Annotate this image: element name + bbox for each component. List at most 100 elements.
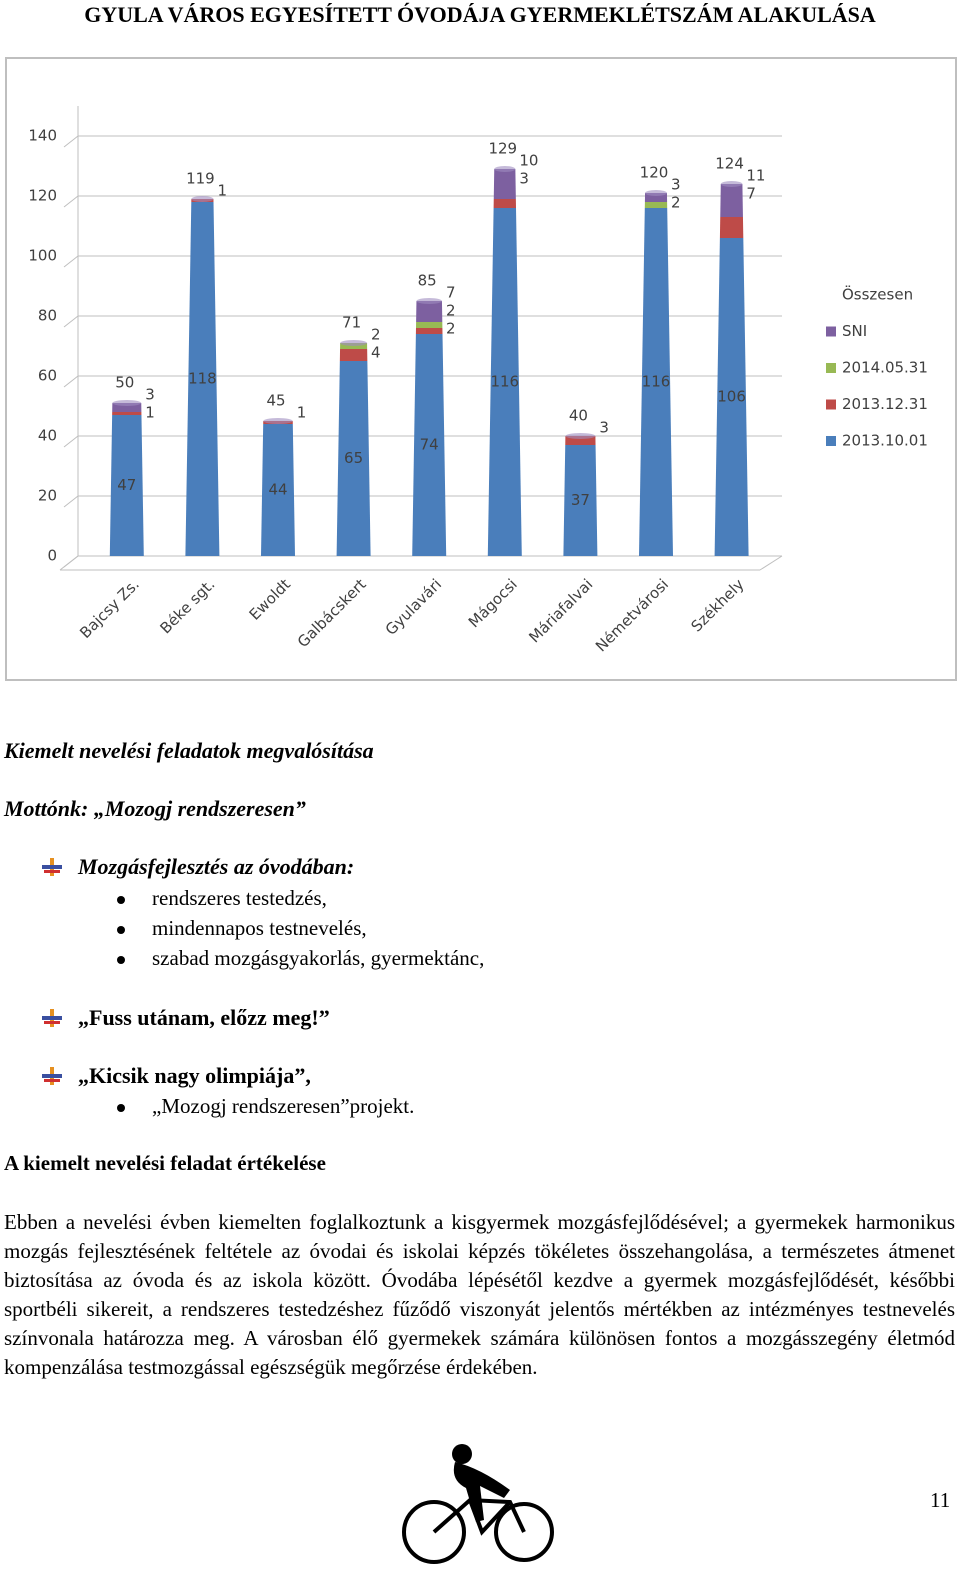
data-label: 10 bbox=[519, 152, 538, 170]
data-label: 85 bbox=[418, 272, 437, 290]
bar-segment bbox=[112, 412, 142, 415]
bar-cap bbox=[645, 190, 667, 196]
data-label: 50 bbox=[115, 374, 134, 392]
data-label: 44 bbox=[268, 481, 287, 499]
data-label: 2 bbox=[446, 320, 456, 338]
data-label: 124 bbox=[715, 155, 744, 173]
data-label: 116 bbox=[642, 373, 671, 391]
data-label: 1 bbox=[297, 404, 307, 422]
bar-cap bbox=[494, 166, 516, 172]
page-number: 11 bbox=[930, 1488, 951, 1512]
data-label: 74 bbox=[420, 436, 439, 454]
sub-item: „Mozogj rendszeresen”projekt. bbox=[116, 1094, 415, 1118]
legend-label: 2013.10.01 bbox=[842, 432, 928, 450]
bullet-icon bbox=[42, 1067, 62, 1085]
bullet-icon bbox=[42, 858, 62, 876]
bar-segment bbox=[644, 202, 668, 208]
grid-line bbox=[63, 555, 79, 568]
bullet-icon bbox=[42, 1009, 62, 1027]
bar-cap bbox=[416, 298, 442, 304]
bar-segment bbox=[714, 238, 749, 556]
data-label: 4 bbox=[371, 344, 381, 362]
bar-segment bbox=[336, 361, 371, 556]
heading: A kiemelt nevelési feladat értékelése bbox=[4, 1151, 326, 1175]
sub-item: szabad mozgásgyakorlás, gyermektánc, bbox=[116, 946, 485, 970]
data-label: 120 bbox=[640, 164, 669, 182]
data-label: 116 bbox=[490, 373, 519, 391]
x-tick-label: Gyulavári bbox=[382, 575, 445, 638]
x-tick-label: Németvárosi bbox=[592, 575, 672, 655]
list-item: „Fuss utánam, előzz meg!” bbox=[42, 1005, 330, 1031]
grid-line bbox=[63, 435, 79, 448]
y-tick-label: 120 bbox=[28, 187, 57, 205]
legend-label: 2014.05.31 bbox=[842, 359, 928, 377]
x-tick-label: Galbácskert bbox=[294, 575, 370, 651]
motto: Mottónk: „Mozogj rendszeresen” bbox=[4, 796, 306, 821]
bar-segment bbox=[339, 349, 368, 361]
sub-item: rendszeres testedzés, bbox=[117, 886, 327, 910]
bar-segment bbox=[487, 208, 522, 556]
data-label: 2 bbox=[446, 302, 456, 320]
bar-segment bbox=[416, 301, 443, 322]
list-text: „Kicsik nagy olimpiája”, bbox=[78, 1063, 311, 1088]
data-label: 106 bbox=[717, 388, 746, 406]
legend-label: Összesen bbox=[842, 285, 913, 304]
bar-segment bbox=[109, 415, 144, 556]
bar-segment bbox=[415, 328, 443, 334]
data-label: 118 bbox=[188, 370, 217, 388]
data-label: 11 bbox=[746, 167, 765, 185]
paragraph: Ebben a nevelési évben kiemelten foglalk… bbox=[4, 1210, 955, 1379]
bar-segment bbox=[493, 169, 516, 199]
data-label: 3 bbox=[671, 176, 681, 194]
x-tick-label: Béke sgt. bbox=[156, 575, 218, 637]
sub-item: mindennapos testnevelés, bbox=[117, 916, 367, 940]
bar-cap bbox=[191, 196, 214, 202]
data-label: 7 bbox=[746, 185, 756, 203]
data-label: 7 bbox=[446, 284, 456, 302]
bar-segment bbox=[720, 184, 743, 217]
data-label: 3 bbox=[145, 386, 155, 404]
bar-cap bbox=[263, 418, 293, 424]
data-label: 40 bbox=[569, 407, 588, 425]
data-label: 71 bbox=[342, 314, 361, 332]
data-label: 3 bbox=[599, 419, 609, 437]
list-text: Mozgásfejlesztés az óvodában: bbox=[78, 854, 355, 879]
list-item: Mozgásfejlesztés az óvodában: bbox=[42, 854, 355, 880]
y-tick-label: 100 bbox=[28, 247, 57, 265]
legend-swatch bbox=[826, 436, 836, 446]
y-tick-label: 20 bbox=[38, 487, 57, 505]
data-label: 1 bbox=[145, 404, 155, 422]
grid-line bbox=[63, 315, 79, 328]
cyclist-illustration bbox=[402, 1444, 554, 1564]
grid-line bbox=[63, 375, 79, 388]
bar-segment bbox=[412, 334, 447, 556]
data-label: 37 bbox=[571, 491, 590, 509]
bar-segment bbox=[493, 199, 516, 208]
list-item: „Kicsik nagy olimpiája”, bbox=[42, 1063, 311, 1089]
bar-segment bbox=[185, 202, 220, 556]
data-label: 45 bbox=[266, 392, 285, 410]
bar-segment bbox=[719, 217, 744, 238]
y-tick-label: 80 bbox=[38, 307, 57, 325]
grid-line bbox=[63, 255, 79, 268]
x-tick-label: Máriafalvai bbox=[525, 575, 596, 646]
bar-cap bbox=[112, 400, 142, 406]
chart-frame bbox=[5, 57, 957, 681]
x-tick-label: Bajcsy Zs. bbox=[76, 575, 143, 642]
data-label: 2 bbox=[371, 326, 381, 344]
heading: Kiemelt nevelési feladatok megvalósítása bbox=[4, 738, 374, 763]
x-tick-label: Mágocsi bbox=[465, 575, 521, 631]
y-tick-label: 140 bbox=[28, 127, 57, 145]
legend-label: SNI bbox=[842, 322, 867, 340]
data-label: 47 bbox=[117, 476, 136, 494]
data-label: 129 bbox=[488, 140, 517, 158]
y-tick-label: 60 bbox=[38, 367, 57, 385]
data-label: 65 bbox=[344, 449, 363, 467]
data-label: 2 bbox=[671, 194, 681, 212]
y-tick-label: 40 bbox=[38, 427, 57, 445]
data-label: 119 bbox=[186, 170, 215, 188]
bar-cap bbox=[340, 340, 368, 346]
grid-line bbox=[63, 135, 79, 148]
bar-cap bbox=[720, 181, 743, 187]
